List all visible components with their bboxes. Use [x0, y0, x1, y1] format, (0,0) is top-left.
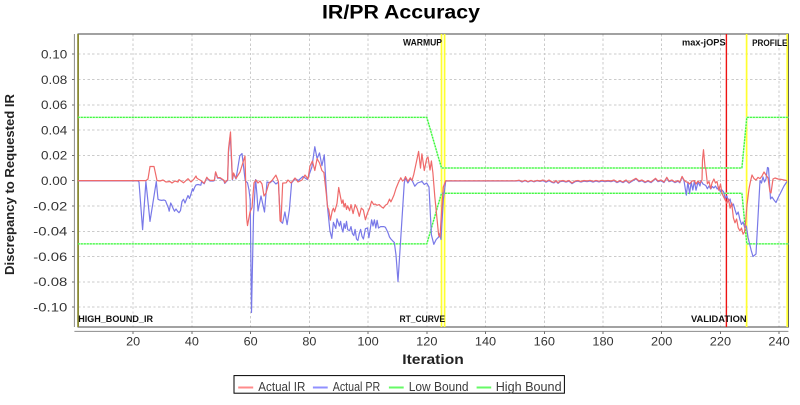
svg-text:40: 40: [185, 334, 199, 348]
svg-text:0.08: 0.08: [41, 73, 68, 87]
svg-text:20: 20: [126, 334, 140, 348]
svg-text:max-jOPS: max-jOPS: [682, 38, 726, 49]
svg-text:Actual IR: Actual IR: [258, 379, 305, 394]
svg-text:-0.04: -0.04: [33, 225, 67, 239]
svg-text:80: 80: [302, 334, 316, 348]
svg-text:200: 200: [651, 334, 673, 348]
svg-text:Low Bound: Low Bound: [409, 379, 469, 394]
svg-text:-0.10: -0.10: [33, 301, 67, 315]
svg-text:RT_CURVE: RT_CURVE: [400, 314, 446, 325]
svg-text:0.06: 0.06: [41, 98, 68, 112]
svg-text:Discrepancy to Requested IR: Discrepancy to Requested IR: [2, 93, 17, 275]
svg-text:Iteration: Iteration: [402, 352, 464, 367]
svg-text:180: 180: [592, 334, 614, 348]
svg-text:High Bound: High Bound: [496, 379, 562, 394]
svg-text:240: 240: [768, 334, 790, 348]
svg-text:0.04: 0.04: [41, 123, 68, 137]
svg-text:220: 220: [710, 334, 732, 348]
svg-text:100: 100: [357, 334, 379, 348]
svg-text:IR/PR Accuracy: IR/PR Accuracy: [322, 2, 480, 23]
svg-text:-0.02: -0.02: [33, 199, 67, 213]
svg-text:Actual PR: Actual PR: [333, 379, 381, 394]
svg-text:WARMUP: WARMUP: [403, 38, 443, 49]
svg-text:-0.08: -0.08: [33, 275, 67, 289]
svg-text:120: 120: [416, 334, 438, 348]
svg-text:HIGH_BOUND_IR: HIGH_BOUND_IR: [78, 314, 153, 325]
svg-text:VALIDATION: VALIDATION: [691, 314, 747, 325]
svg-text:0.02: 0.02: [41, 149, 68, 163]
svg-text:140: 140: [475, 334, 497, 348]
svg-text:0.00: 0.00: [41, 174, 68, 188]
svg-text:PROFILE: PROFILE: [752, 38, 788, 49]
svg-text:160: 160: [534, 334, 556, 348]
svg-text:60: 60: [244, 334, 258, 348]
svg-text:0.10: 0.10: [41, 48, 68, 62]
svg-text:-0.06: -0.06: [33, 250, 67, 264]
